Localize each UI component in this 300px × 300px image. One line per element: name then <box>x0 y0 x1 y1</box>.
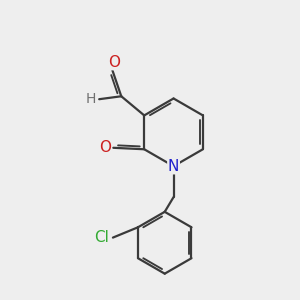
Text: O: O <box>99 140 111 155</box>
Text: Cl: Cl <box>94 230 109 245</box>
Text: H: H <box>86 92 96 106</box>
Text: N: N <box>168 159 179 174</box>
Text: O: O <box>108 55 120 70</box>
